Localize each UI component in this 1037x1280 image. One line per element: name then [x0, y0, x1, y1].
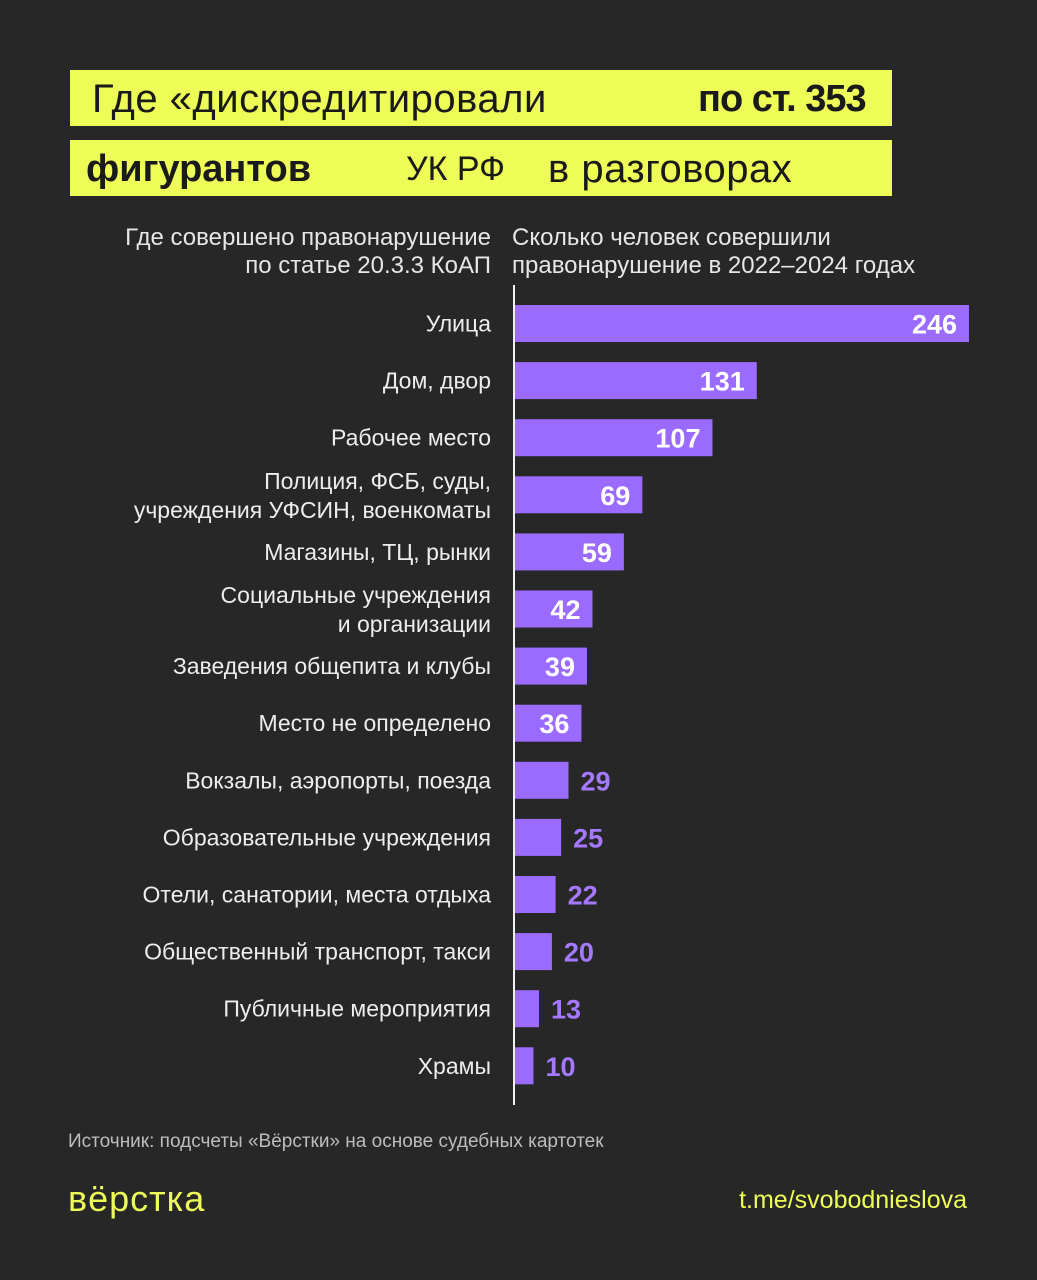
bar	[515, 990, 539, 1028]
bar	[515, 476, 643, 514]
x-axis-heading: Сколько человек совершили правонарушение…	[512, 224, 1012, 280]
source-note: Источник: подсчеты «Вёрстки» на основе с…	[68, 1131, 604, 1152]
bar	[515, 876, 556, 913]
bar	[515, 362, 757, 400]
category-label: Образовательные учреждения	[163, 824, 491, 850]
category-label: учреждения УФСИН, военкоматы	[134, 497, 491, 523]
bar	[515, 933, 552, 971]
bar-value-label: 69	[600, 481, 630, 511]
category-label: Социальные учреждения	[221, 582, 491, 608]
bar-value-label: 39	[545, 652, 575, 682]
bar	[515, 419, 713, 457]
bar	[515, 590, 593, 628]
bar-value-label: 42	[550, 595, 580, 625]
category-label: Заведения общепита и клубы	[173, 653, 491, 679]
y-axis-heading-line-1: Где совершено правонарушение	[125, 224, 491, 251]
bar-value-label: 10	[545, 1052, 575, 1082]
bar-value-label: 20	[564, 938, 594, 968]
channel-link[interactable]: t.me/svobodnieslova	[739, 1186, 967, 1214]
bar-value-label: 36	[539, 709, 569, 739]
bar-value-label: 22	[568, 881, 598, 911]
bar	[515, 818, 562, 856]
bar-value-label: 59	[582, 538, 612, 568]
bar-value-label: 13	[551, 995, 581, 1025]
category-label: Храмы	[418, 1053, 491, 1079]
brand-logo: вёрстка	[68, 1178, 206, 1219]
category-label: Общественный транспорт, такси	[144, 939, 491, 965]
bar-value-label: 25	[573, 823, 603, 853]
x-axis-heading-line-1: Сколько человек совершили	[512, 224, 831, 251]
category-label: Публичные мероприятия	[223, 996, 491, 1022]
bar	[515, 704, 582, 742]
title-line1-part-b: по ст. 353	[698, 78, 867, 120]
category-label: Полиция, ФСБ, суды,	[264, 468, 491, 494]
category-label: Магазины, ТЦ, рынки	[264, 539, 491, 565]
title-line-1: Где «дискредитировали по ст. 353	[70, 70, 892, 126]
category-label: Улица	[426, 311, 492, 337]
bar	[515, 647, 587, 685]
bar-value-label: 131	[700, 367, 745, 397]
bar	[515, 761, 569, 799]
category-label: Место не определено	[258, 710, 491, 736]
category-label: Вокзалы, аэропорты, поезда	[185, 767, 491, 793]
category-label: Рабочее место	[331, 425, 491, 451]
title-line2-part-b: УК РФ	[406, 150, 505, 188]
bar	[515, 533, 624, 571]
bar	[515, 1047, 534, 1085]
category-label: Дом, двор	[383, 368, 491, 394]
bar-value-label: 107	[655, 424, 700, 454]
bar-value-label: 29	[581, 766, 611, 796]
title-line-2: фигурантов УК РФ в разговорах	[70, 140, 892, 196]
category-label: и организации	[338, 611, 491, 637]
category-label: Отели, санатории, места отдыха	[143, 882, 492, 908]
bar-value-label: 246	[912, 310, 957, 340]
bar	[515, 305, 969, 342]
title-line2-part-a: фигурантов	[86, 148, 312, 190]
title-line2-part-c: в разговорах	[548, 147, 793, 191]
x-axis-heading-line-2: правонарушение в 2022–2024 годах	[512, 252, 916, 279]
y-axis-heading-line-2: по статье 20.3.3 КоАП	[245, 252, 491, 279]
title-line1-part-a: Где «дискредитировали	[92, 77, 547, 121]
y-axis-heading: Где совершено правонарушение по статье 2…	[51, 224, 491, 280]
